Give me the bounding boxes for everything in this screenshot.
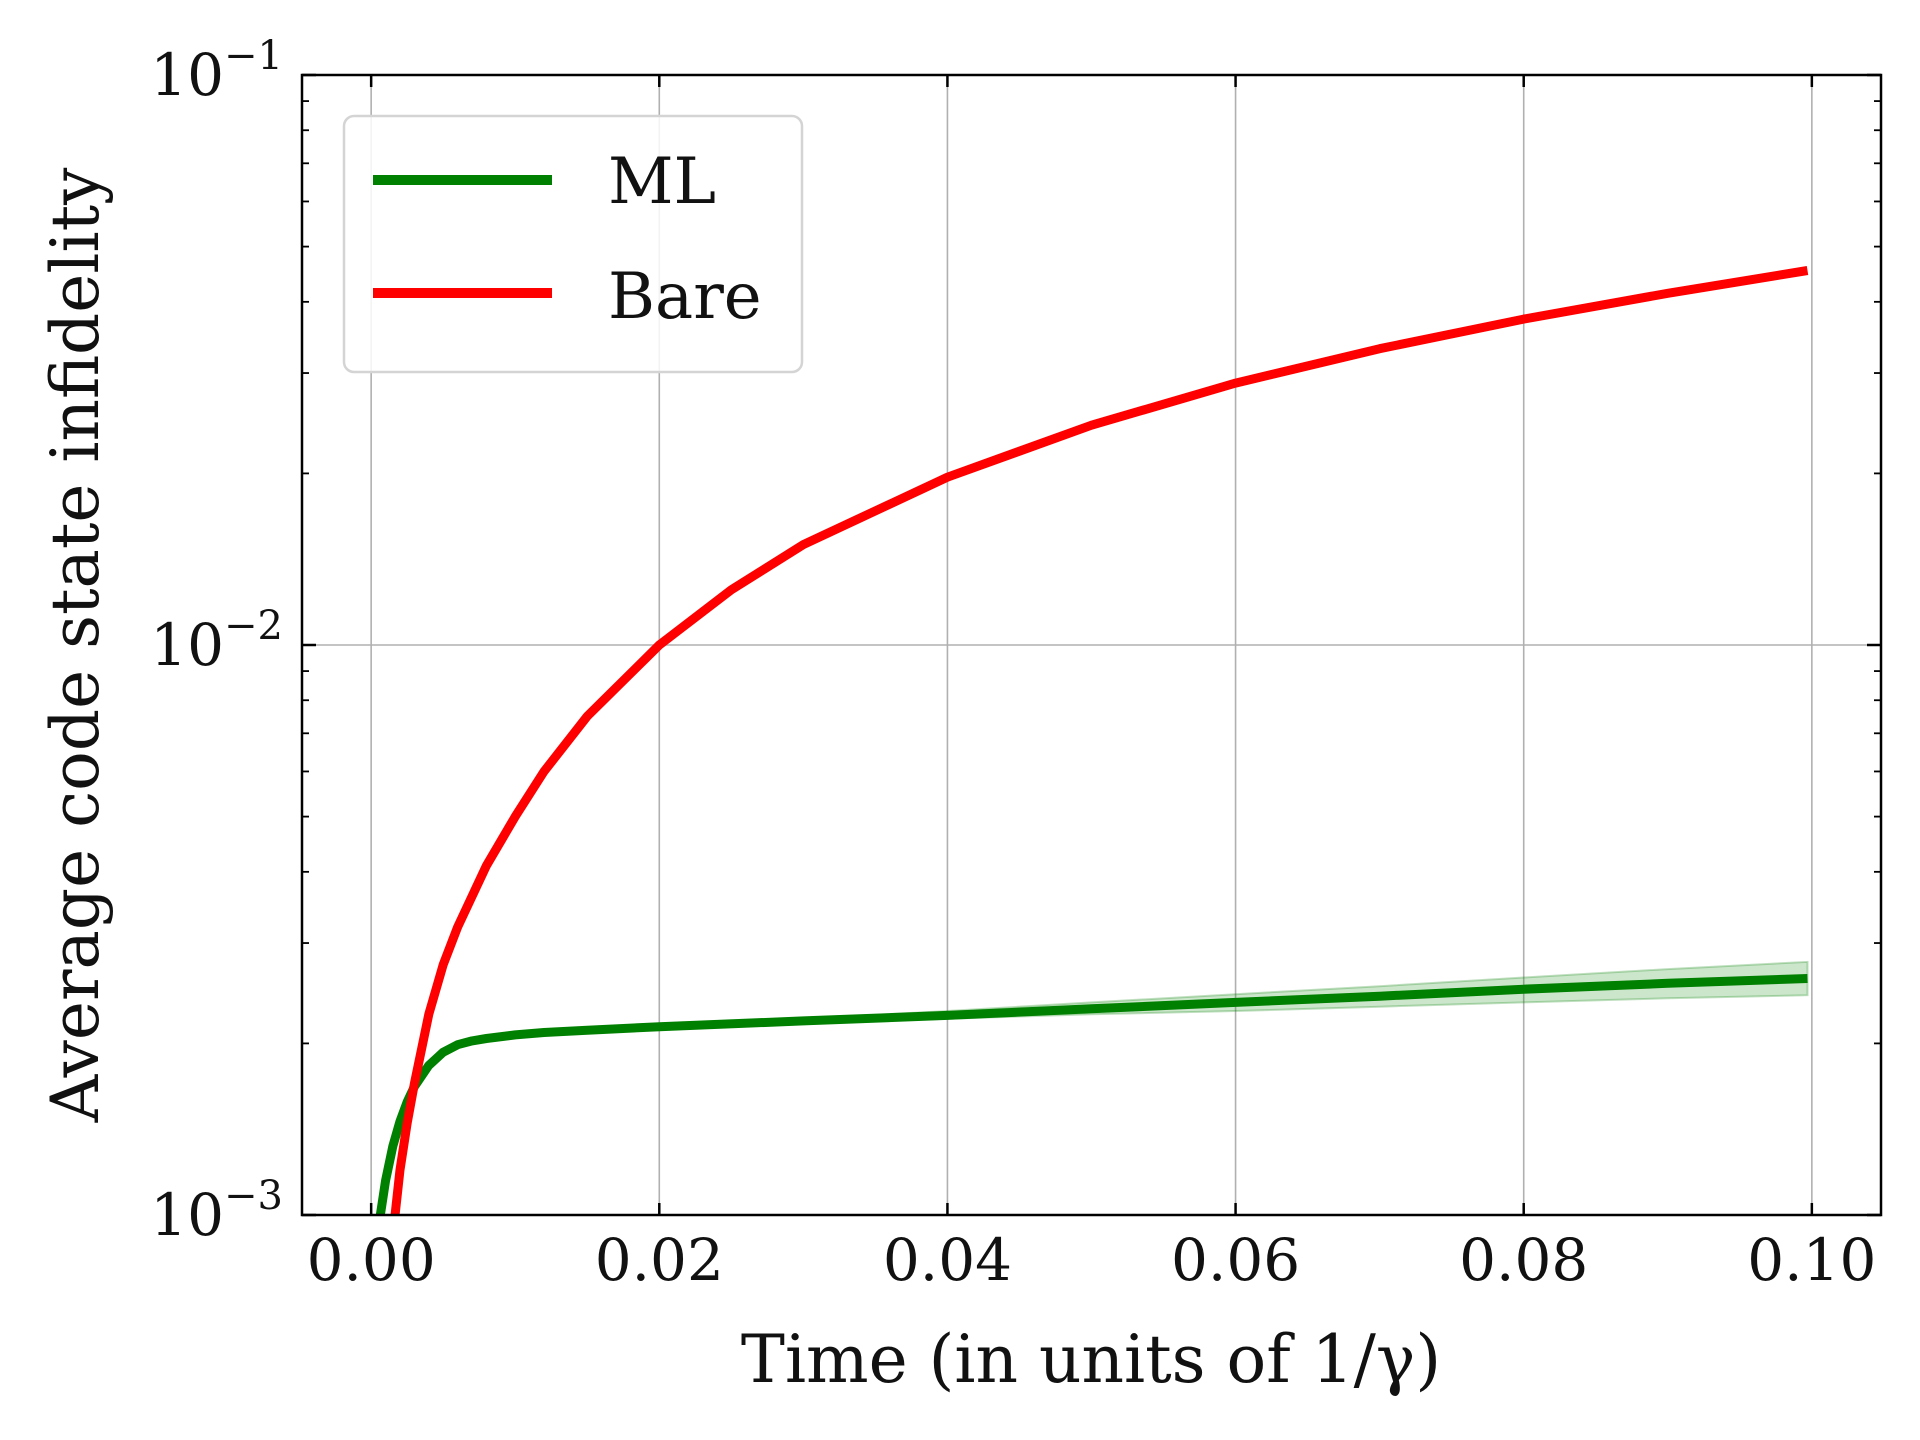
y-tick-label-1: 10−2 [150, 603, 283, 679]
y-tick-label-2: 10−1 [150, 33, 283, 109]
x-tick-label-1: 0.02 [595, 1226, 724, 1294]
y-tick-label-0: 10−3 [150, 1173, 283, 1249]
x-tick-label-3: 0.06 [1171, 1226, 1300, 1294]
x-axis-label: Time (in units of 1/γ) [741, 1321, 1441, 1398]
legend: ML Bare [342, 114, 804, 374]
tick-labels: 0.00 0.02 0.04 0.06 0.08 0.10 10−3 10−2 10−1 [150, 33, 1876, 1294]
axis-ticks [302, 73, 1881, 1217]
x-tick-label-5: 0.10 [1747, 1226, 1876, 1294]
series-line-bare [390, 266, 1809, 1215]
y-axis-label: Average code state infidelity [37, 167, 114, 1123]
legend-label-bare: Bare [608, 260, 762, 334]
x-tick-label-4: 0.08 [1459, 1226, 1588, 1294]
legend-label-ml: ML [608, 145, 716, 219]
x-tick-label-0: 0.00 [307, 1226, 436, 1294]
series-lines [375, 266, 1809, 1215]
x-tick-label-2: 0.04 [883, 1226, 1012, 1294]
series-line-ml [375, 974, 1808, 1215]
